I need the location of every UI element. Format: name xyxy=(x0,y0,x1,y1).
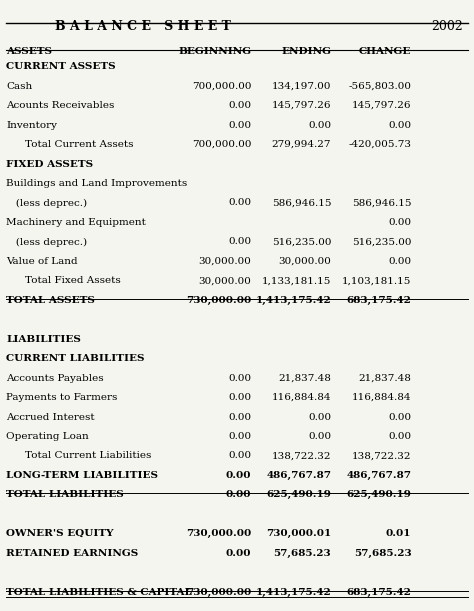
Text: LIABILITIES: LIABILITIES xyxy=(6,335,81,344)
Text: 486,767.87: 486,767.87 xyxy=(266,471,331,480)
Text: 586,946.15: 586,946.15 xyxy=(272,199,331,208)
Text: ASSETS: ASSETS xyxy=(6,47,52,56)
Text: 138,722.32: 138,722.32 xyxy=(352,452,411,461)
Text: 0.00: 0.00 xyxy=(228,452,251,461)
Text: 0.00: 0.00 xyxy=(226,471,251,480)
Text: BEGINNING: BEGINNING xyxy=(178,47,251,56)
Text: 0.01: 0.01 xyxy=(386,529,411,538)
Text: 0.00: 0.00 xyxy=(228,120,251,130)
Text: 30,000.00: 30,000.00 xyxy=(198,257,251,266)
Text: 0.00: 0.00 xyxy=(388,218,411,227)
Text: (less deprec.): (less deprec.) xyxy=(6,199,87,208)
Text: 1,133,181.15: 1,133,181.15 xyxy=(262,276,331,285)
Text: Acounts Receivables: Acounts Receivables xyxy=(6,101,115,110)
Text: Accounts Payables: Accounts Payables xyxy=(6,373,104,382)
Text: Value of Land: Value of Land xyxy=(6,257,78,266)
Text: 0.00: 0.00 xyxy=(228,393,251,402)
Text: Buildings and Land Improvements: Buildings and Land Improvements xyxy=(6,179,187,188)
Text: 0.00: 0.00 xyxy=(226,549,251,558)
Text: Payments to Farmers: Payments to Farmers xyxy=(6,393,118,402)
Text: 0.00: 0.00 xyxy=(308,120,331,130)
Text: 683,175.42: 683,175.42 xyxy=(346,296,411,305)
Text: Total Current Assets: Total Current Assets xyxy=(25,140,134,149)
Text: 0.00: 0.00 xyxy=(228,101,251,110)
Text: 21,837.48: 21,837.48 xyxy=(358,373,411,382)
Text: 0.00: 0.00 xyxy=(308,432,331,441)
Text: 1,413,175.42: 1,413,175.42 xyxy=(255,588,331,597)
Text: FIXED ASSETS: FIXED ASSETS xyxy=(6,159,93,169)
Text: LONG-TERM LIABILITIES: LONG-TERM LIABILITIES xyxy=(6,471,158,480)
Text: 0.00: 0.00 xyxy=(228,199,251,208)
Text: 0.00: 0.00 xyxy=(228,373,251,382)
Text: 0.00: 0.00 xyxy=(228,412,251,422)
Text: 586,946.15: 586,946.15 xyxy=(352,199,411,208)
Text: 486,767.87: 486,767.87 xyxy=(346,471,411,480)
Text: 730,000.00: 730,000.00 xyxy=(186,296,251,305)
Text: 2002: 2002 xyxy=(431,20,463,32)
Text: 116,884.84: 116,884.84 xyxy=(352,393,411,402)
Text: CURRENT LIABILITIES: CURRENT LIABILITIES xyxy=(6,354,145,363)
Text: Inventory: Inventory xyxy=(6,120,57,130)
Text: (less deprec.): (less deprec.) xyxy=(6,238,87,246)
Text: 0.00: 0.00 xyxy=(228,238,251,246)
Text: 730,000.01: 730,000.01 xyxy=(266,529,331,538)
Text: 625,490.19: 625,490.19 xyxy=(266,491,331,499)
Text: 57,685.23: 57,685.23 xyxy=(354,549,411,558)
Text: 0.00: 0.00 xyxy=(388,412,411,422)
Text: Total Current Liabilities: Total Current Liabilities xyxy=(25,452,151,461)
Text: 21,837.48: 21,837.48 xyxy=(278,373,331,382)
Text: 700,000.00: 700,000.00 xyxy=(191,82,251,90)
Text: TOTAL LIABILITIES: TOTAL LIABILITIES xyxy=(6,491,124,499)
Text: 730,000.00: 730,000.00 xyxy=(186,529,251,538)
Text: 1,413,175.42: 1,413,175.42 xyxy=(255,296,331,305)
Text: 145,797.26: 145,797.26 xyxy=(272,101,331,110)
Text: 116,884.84: 116,884.84 xyxy=(272,393,331,402)
Text: 30,000.00: 30,000.00 xyxy=(278,257,331,266)
Text: 134,197.00: 134,197.00 xyxy=(272,82,331,90)
Text: 0.00: 0.00 xyxy=(388,432,411,441)
Text: OWNER'S EQUITY: OWNER'S EQUITY xyxy=(6,529,114,538)
Text: 0.00: 0.00 xyxy=(308,412,331,422)
Text: Total Fixed Assets: Total Fixed Assets xyxy=(25,276,121,285)
Text: Operating Loan: Operating Loan xyxy=(6,432,89,441)
Text: 0.00: 0.00 xyxy=(226,491,251,499)
Text: Accrued Interest: Accrued Interest xyxy=(6,412,95,422)
Text: 683,175.42: 683,175.42 xyxy=(346,588,411,597)
Text: 516,235.00: 516,235.00 xyxy=(272,238,331,246)
Text: B A L A N C E   S H E E T: B A L A N C E S H E E T xyxy=(55,20,231,32)
Text: TOTAL LIABILITIES & CAPITAL: TOTAL LIABILITIES & CAPITAL xyxy=(6,588,192,597)
Text: 0.00: 0.00 xyxy=(388,257,411,266)
Text: 1,103,181.15: 1,103,181.15 xyxy=(342,276,411,285)
Text: -565,803.00: -565,803.00 xyxy=(348,82,411,90)
Text: 30,000.00: 30,000.00 xyxy=(198,276,251,285)
Text: 145,797.26: 145,797.26 xyxy=(352,101,411,110)
Text: 700,000.00: 700,000.00 xyxy=(191,140,251,149)
Text: TOTAL ASSETS: TOTAL ASSETS xyxy=(6,296,95,305)
Text: Cash: Cash xyxy=(6,82,32,90)
Text: Machinery and Equipment: Machinery and Equipment xyxy=(6,218,146,227)
Text: ENDING: ENDING xyxy=(281,47,331,56)
Text: 0.00: 0.00 xyxy=(388,120,411,130)
Text: RETAINED EARNINGS: RETAINED EARNINGS xyxy=(6,549,138,558)
Text: 279,994.27: 279,994.27 xyxy=(272,140,331,149)
Text: CURRENT ASSETS: CURRENT ASSETS xyxy=(6,62,116,71)
Text: 625,490.19: 625,490.19 xyxy=(346,491,411,499)
Text: 138,722.32: 138,722.32 xyxy=(272,452,331,461)
Text: 730,000.00: 730,000.00 xyxy=(186,588,251,597)
Text: 57,685.23: 57,685.23 xyxy=(273,549,331,558)
Text: 516,235.00: 516,235.00 xyxy=(352,238,411,246)
Text: -420,005.73: -420,005.73 xyxy=(348,140,411,149)
Text: 0.00: 0.00 xyxy=(228,432,251,441)
Text: CHANGE: CHANGE xyxy=(359,47,411,56)
